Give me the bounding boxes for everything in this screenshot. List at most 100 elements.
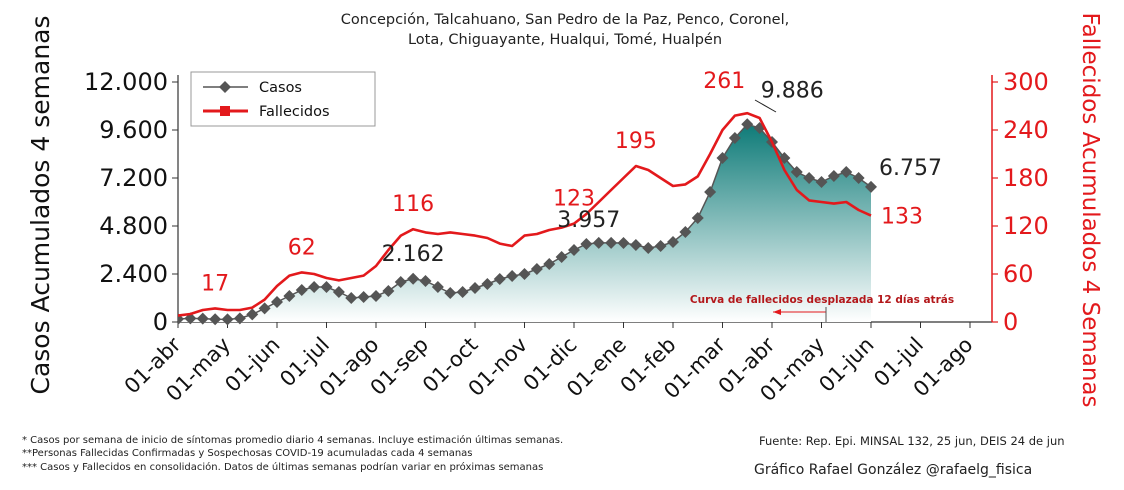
- peak-pointer: [754, 99, 777, 113]
- legend-fallecidos-marker: [220, 106, 230, 116]
- casos-point: [332, 286, 345, 298]
- casos-point: [345, 292, 358, 304]
- casos-point: [629, 239, 642, 251]
- casos-point: [469, 282, 481, 294]
- casos-point: [419, 275, 432, 287]
- casos-point: [654, 240, 667, 252]
- annotation-label: 123: [553, 187, 595, 212]
- casos-point: [295, 284, 308, 296]
- annotation-label: 116: [392, 192, 434, 217]
- casos-point: [803, 172, 816, 184]
- casos-point: [865, 180, 877, 193]
- casos-point: [518, 268, 531, 280]
- casos-point: [283, 290, 296, 302]
- chart-title-line-1: Concepción, Talcahuano, San Pedro de la …: [341, 12, 789, 28]
- y-right-tick-label: 120: [1003, 212, 1049, 240]
- y-axis-right-ticks: 0 60 120 180 240 300: [992, 68, 1049, 336]
- casos-point: [258, 302, 271, 315]
- casos-point: [196, 312, 209, 325]
- legend-casos-label: Casos: [259, 80, 302, 96]
- footnote-1: * Casos por semana de inicio de síntomas…: [22, 434, 563, 446]
- annotation-label: 17: [201, 271, 229, 296]
- casos-point: [246, 308, 259, 321]
- casos-point: [568, 244, 580, 256]
- casos-point: [679, 226, 692, 238]
- casos-point: [233, 312, 246, 325]
- casos-point: [605, 236, 618, 249]
- casos-point: [382, 285, 395, 297]
- casos-point: [530, 263, 543, 275]
- casos-point: [716, 152, 729, 164]
- legend-casos-marker: [219, 81, 231, 93]
- annotations: 17 62 116 123 195 261 133 2.162 3.957 9.886 6.757: [201, 69, 942, 296]
- casos-point: [506, 270, 519, 282]
- casos-point: [790, 166, 803, 178]
- y-left-tick-label: 9.600: [99, 116, 168, 144]
- y-left-tick-label: 12.000: [84, 68, 168, 96]
- casos-point: [704, 186, 717, 198]
- footnote-2: **Personas Fallecidas Confirmadas y Sosp…: [22, 448, 473, 459]
- casos-point: [617, 237, 630, 249]
- casos-point: [444, 287, 457, 299]
- y-right-tick-label: 0: [1003, 308, 1018, 336]
- annotation-label: 261: [703, 69, 745, 94]
- casos-point: [481, 278, 494, 290]
- y-left-tick-label: 7.200: [99, 164, 168, 192]
- casos-point: [271, 296, 283, 308]
- casos-point: [815, 176, 828, 188]
- annotation-label: 2.162: [382, 242, 445, 267]
- y-axis-right-label: Fallecidos Acumulados 4 Semanas: [1077, 13, 1103, 408]
- x-axis-ticks: 01-abr01-may01-jun01-jul01-ago01-sep01-o…: [120, 322, 978, 406]
- casos-point: [741, 118, 754, 131]
- casos-point: [320, 281, 333, 293]
- source-text: Fuente: Rep. Epi. MINSAL 132, 25 jun, DE…: [759, 434, 1065, 448]
- casos-markers: [178, 118, 877, 326]
- y-left-tick-label: 2.400: [99, 260, 168, 288]
- casos-point: [543, 258, 556, 270]
- shift-note: Curva de fallecidos desplazada 12 días a…: [690, 294, 954, 306]
- legend-fallecidos-label: Fallecidos: [259, 104, 330, 120]
- footnote-3: *** Casos y Fallecidos en consolidación.…: [22, 461, 543, 473]
- y-right-tick-label: 60: [1003, 260, 1034, 288]
- casos-point: [370, 290, 382, 302]
- annotation-label: 133: [881, 205, 923, 230]
- casos-point: [493, 273, 506, 285]
- shift-indicator: Curva de fallecidos desplazada 12 días a…: [690, 294, 954, 322]
- casos-point: [209, 313, 222, 326]
- casos-point: [407, 272, 420, 285]
- casos-point: [642, 242, 655, 254]
- y-axis-left-label: Casos Acumulados 4 semanas: [26, 15, 55, 394]
- casos-point: [592, 236, 605, 249]
- annotation-label: 195: [615, 129, 657, 154]
- y-axis-left-ticks: 0 2.400 4.800 7.200 9.600 12.000: [84, 68, 178, 336]
- casos-point: [827, 170, 840, 182]
- fallecidos-line: [178, 111, 872, 317]
- casos-point: [456, 286, 469, 298]
- annotation-label: 9.886: [761, 78, 824, 103]
- y-left-tick-label: 4.800: [99, 212, 168, 240]
- y-right-tick-label: 180: [1003, 164, 1049, 192]
- casos-point: [667, 236, 679, 248]
- casos-point: [840, 166, 853, 178]
- chart-title-line-2: Lota, Chiguayante, Hualqui, Tomé, Hualpé…: [408, 32, 722, 48]
- casos-point: [308, 281, 321, 293]
- x-tick-label: 01-jun: [814, 333, 878, 397]
- casos-point: [852, 172, 865, 184]
- x-tick-label: 01-jun: [220, 333, 284, 397]
- casos-area: [178, 124, 871, 322]
- annotation-label: 62: [288, 235, 316, 260]
- casos-point: [221, 313, 234, 326]
- casos-point: [357, 291, 370, 303]
- casos-point: [555, 251, 568, 263]
- annotation-label: 3.957: [557, 208, 620, 233]
- credit-text: Gráfico Rafael González @rafaelg_fisica: [754, 462, 1032, 478]
- casos-point: [431, 281, 444, 293]
- annotation-label: 6.757: [879, 156, 942, 181]
- y-left-tick-label: 0: [153, 308, 168, 336]
- legend: Casos Fallecidos: [190, 71, 376, 127]
- y-right-tick-label: 240: [1003, 116, 1049, 144]
- casos-point: [394, 276, 407, 288]
- casos-point: [691, 212, 704, 224]
- y-right-tick-label: 300: [1003, 68, 1049, 96]
